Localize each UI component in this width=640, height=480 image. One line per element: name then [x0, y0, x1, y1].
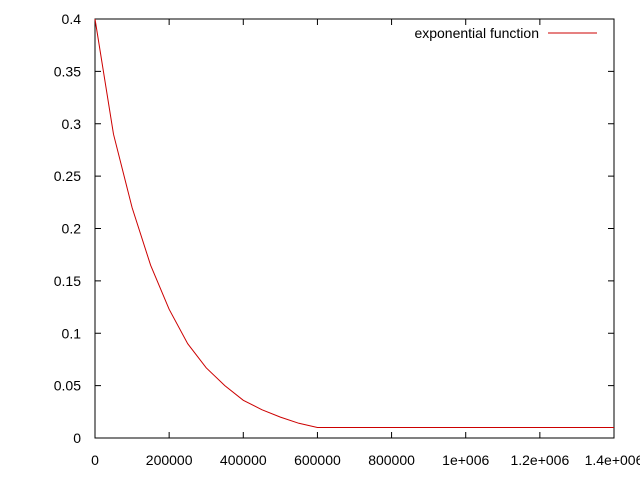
x-tick-label: 1e+006 — [442, 452, 489, 468]
y-tick-label: 0.4 — [62, 11, 82, 27]
legend-label: exponential function — [414, 25, 539, 41]
y-axis-ticks: 0 0.05 0.1 0.15 0.2 0.25 0.3 0.35 0.4 — [54, 11, 614, 446]
y-tick-label: 0.05 — [54, 378, 81, 394]
plot-frame — [94, 18, 615, 439]
x-tick-label: 1.2e+006 — [510, 452, 569, 468]
y-tick-label: 0.3 — [62, 116, 82, 132]
series-layer — [94, 18, 614, 428]
y-tick-label: 0.1 — [62, 325, 82, 341]
y-tick-label: 0.35 — [54, 63, 81, 79]
x-tick-label: 600000 — [294, 452, 341, 468]
y-tick-label: 0.2 — [62, 221, 82, 237]
y-tick-label: 0.15 — [54, 273, 81, 289]
y-tick-label: 0 — [73, 430, 81, 446]
x-tick-label: 200000 — [146, 452, 193, 468]
x-tick-label: 800000 — [368, 452, 415, 468]
legend: exponential function — [414, 25, 597, 41]
x-tick-label: 400000 — [220, 452, 267, 468]
x-tick-label: 0 — [91, 452, 99, 468]
x-axis-ticks: 0 200000 400000 600000 800000 1e+006 1.2e+006 1… — [91, 19, 640, 468]
x-tick-label: 1.4e+006 — [585, 452, 640, 468]
y-tick-label: 0.25 — [54, 168, 81, 184]
series-line — [94, 18, 614, 428]
